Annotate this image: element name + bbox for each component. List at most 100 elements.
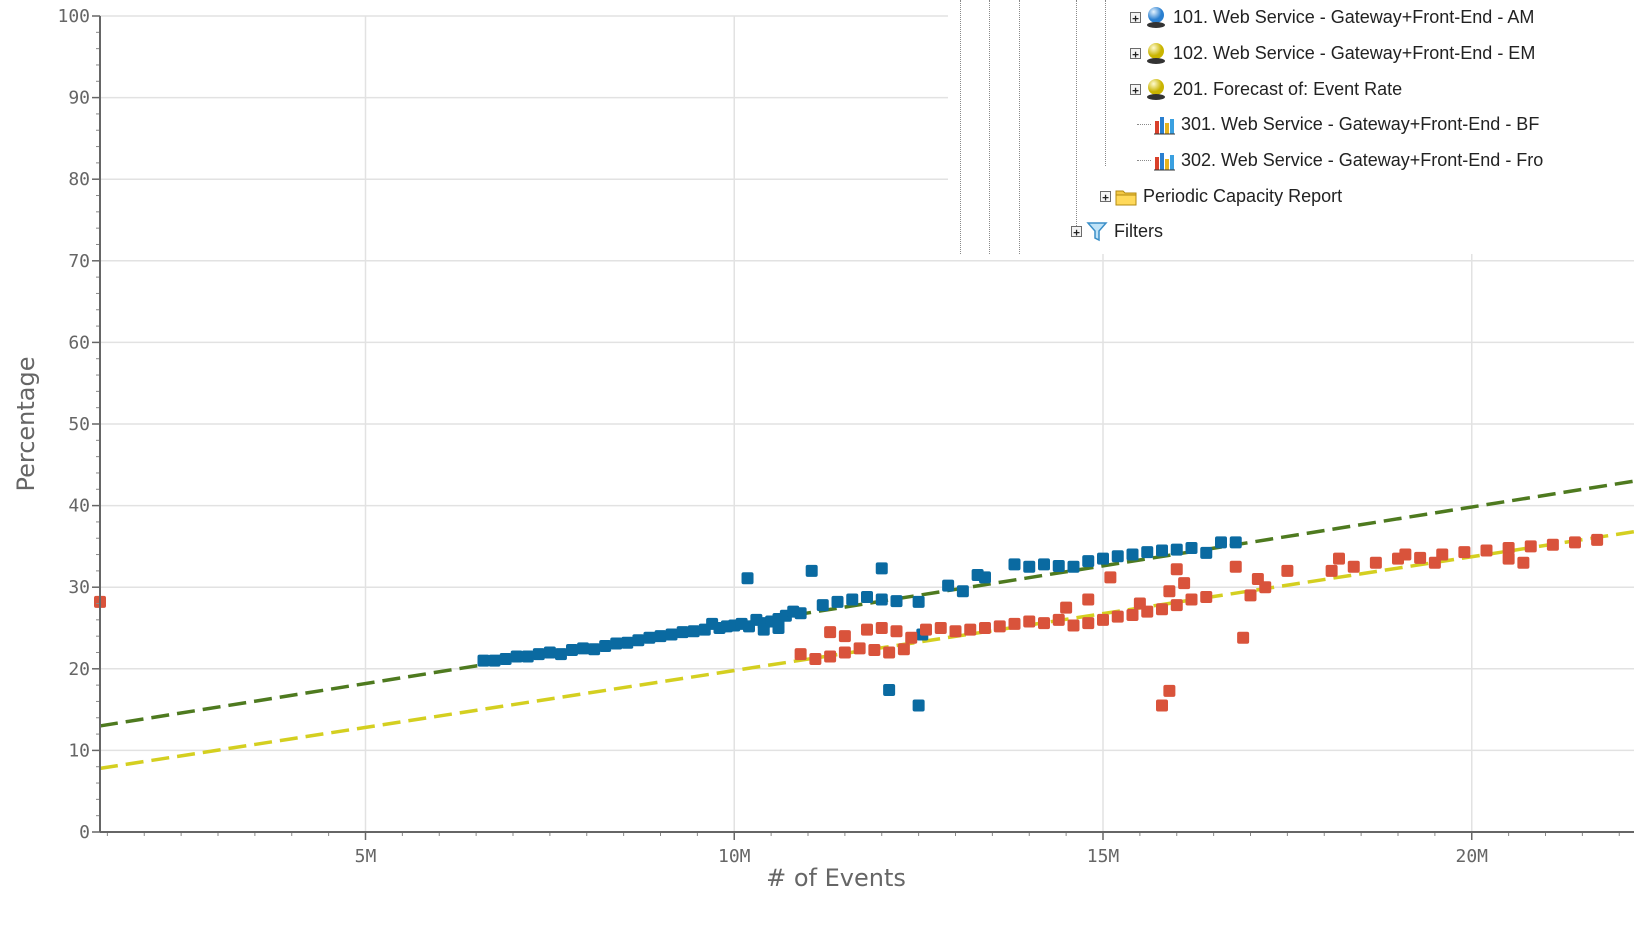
scatter-point	[772, 622, 785, 634]
tree-guide-line	[1019, 0, 1020, 254]
scatter-point	[993, 620, 1006, 633]
expand-icon[interactable]: +	[1100, 190, 1111, 203]
scatter-point	[1200, 546, 1213, 559]
scatter-point	[875, 622, 888, 634]
scatter-point	[1038, 558, 1050, 571]
scatter-point	[757, 623, 770, 636]
scatter-point	[875, 593, 888, 606]
expand-icon[interactable]: +	[1130, 11, 1141, 24]
tree-item-label: 101. Web Service - Gateway+Front-End - A…	[1173, 6, 1535, 27]
scatter-point	[897, 643, 910, 656]
scatter-point	[477, 654, 490, 667]
folder-icon	[1115, 185, 1137, 207]
scatter-point	[1480, 544, 1493, 557]
scatter-point	[794, 648, 807, 661]
x-tick-label: 15M	[1087, 846, 1120, 867]
scatter-point	[1347, 560, 1360, 573]
scatter-point	[1502, 552, 1515, 565]
scatter-point	[566, 644, 578, 657]
x-tick-label: 5M	[355, 846, 377, 867]
scatter-point	[1333, 552, 1345, 565]
scatter-point	[824, 626, 837, 639]
tree-item-301[interactable]: 301. Web Service - Gateway+Front-End - B…	[1153, 110, 1539, 138]
scatter-point	[1126, 608, 1139, 621]
scatter-point	[521, 650, 534, 663]
scatter-point	[838, 630, 851, 643]
filter-icon	[1086, 220, 1108, 242]
scatter-point	[1237, 631, 1250, 644]
bar-chart-icon	[1153, 149, 1175, 171]
scatter-point	[824, 650, 837, 663]
scatter-point	[1023, 560, 1036, 573]
scatter-point	[964, 623, 977, 636]
tree-item-label: Filters	[1114, 220, 1163, 241]
scatter-point	[1141, 546, 1154, 559]
tree-item-label: 102. Web Service - Gateway+Front-End - E…	[1173, 42, 1536, 63]
scatter-point	[741, 572, 754, 585]
data-points	[94, 533, 1604, 712]
scatter-point	[1546, 538, 1559, 551]
scatter-point	[1163, 684, 1176, 697]
scatter-point	[1185, 542, 1198, 555]
scatter-point	[654, 630, 667, 643]
scatter-point	[1414, 551, 1427, 564]
scatter-point	[577, 642, 590, 655]
tree-item-102[interactable]: + 102. Web Service - Gateway+Front-End -…	[1130, 39, 1535, 67]
scatter-point	[687, 625, 700, 638]
y-tick-label: 10	[68, 740, 90, 761]
scatter-point	[861, 590, 873, 603]
scatter-point	[1229, 536, 1242, 549]
y-axis-title: Percentage	[12, 356, 40, 491]
scatter-point	[794, 607, 807, 620]
scatter-point	[1067, 560, 1080, 573]
scatter-point	[1082, 593, 1095, 606]
x-tick-label: 10M	[718, 846, 751, 867]
y-tick-label: 0	[79, 822, 90, 843]
tree-item-101[interactable]: + 101. Web Service - Gateway+Front-End -…	[1130, 3, 1534, 31]
scatter-point	[890, 595, 903, 608]
scatter-point	[956, 585, 969, 598]
scatter-point	[1156, 544, 1168, 557]
y-tick-label: 20	[68, 659, 90, 680]
scatter-point	[1126, 548, 1139, 561]
scatter-point	[1008, 617, 1021, 630]
tree-item-label: 302. Web Service - Gateway+Front-End - F…	[1181, 149, 1544, 170]
scatter-point	[1097, 552, 1109, 565]
scatter-point	[1185, 593, 1198, 606]
x-tick-label: 20M	[1455, 846, 1488, 867]
scatter-point	[1229, 560, 1242, 573]
scatter-point	[905, 631, 918, 644]
scatter-point	[949, 625, 962, 638]
tree-item-periodic-capacity-report[interactable]: + Periodic Capacity Report	[1100, 182, 1342, 210]
scatter-point	[831, 595, 844, 608]
scatter-point	[1428, 556, 1441, 569]
expand-icon[interactable]: +	[1071, 225, 1082, 238]
bar-chart-icon	[1153, 113, 1175, 135]
scatter-point	[816, 599, 829, 612]
scatter-point	[1082, 617, 1095, 630]
y-tick-label: 70	[68, 251, 90, 272]
tree-connector	[1137, 124, 1151, 125]
scatter-point	[621, 636, 634, 649]
expand-icon[interactable]: +	[1130, 47, 1141, 60]
scatter-point	[1082, 555, 1095, 568]
tree-item-201[interactable]: + 201. Forecast of: Event Rate	[1130, 75, 1402, 103]
tree-item-filters[interactable]: + Filters	[1071, 217, 1163, 245]
scatter-point	[809, 653, 822, 666]
scatter-point	[510, 650, 523, 663]
expand-icon[interactable]: +	[1130, 83, 1141, 96]
scatter-point	[912, 699, 925, 712]
tree-guide-line	[1105, 0, 1106, 166]
scatter-point	[846, 593, 859, 606]
tree-guide-line	[1076, 0, 1077, 232]
scatter-point	[1369, 556, 1382, 569]
scatter-point	[1244, 589, 1257, 602]
scatter-point	[1591, 533, 1604, 546]
tree-item-302[interactable]: 302. Web Service - Gateway+Front-End - F…	[1153, 146, 1543, 174]
tree-item-label: 201. Forecast of: Event Rate	[1173, 78, 1403, 99]
y-tick-label: 40	[68, 496, 90, 517]
yellow-sphere-icon	[1145, 42, 1167, 64]
scatter-point	[942, 579, 955, 592]
scatter-point	[1111, 550, 1124, 563]
